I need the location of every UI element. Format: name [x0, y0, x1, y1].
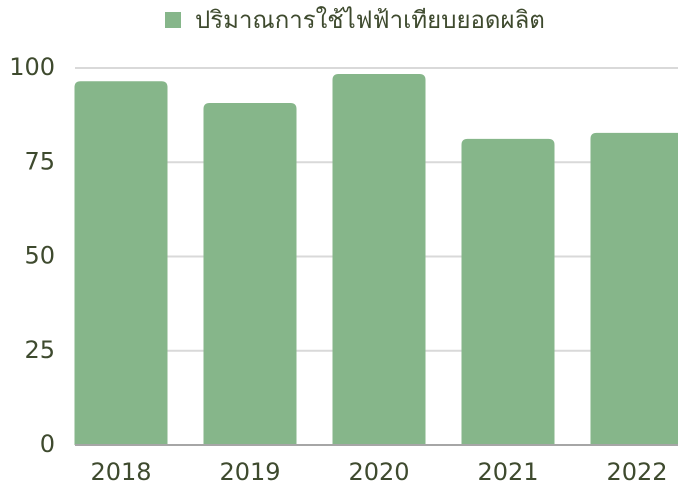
y-tick-label: 25: [24, 336, 55, 364]
legend-label: ปริมาณการใช้ไฟฟ้าเทียบยอดผลิต: [195, 6, 545, 34]
y-tick-label: 50: [24, 242, 55, 270]
x-tick-label: 2021: [477, 458, 538, 486]
x-tick-label: 2018: [90, 458, 151, 486]
bar: [461, 138, 555, 445]
x-tick-label: 2020: [348, 458, 409, 486]
x-tick-label: 2022: [606, 458, 667, 486]
bar: [332, 74, 426, 446]
y-tick-label: 75: [24, 147, 55, 175]
y-tick-label: 0: [40, 430, 55, 458]
bar: [590, 132, 678, 445]
y-tick-label: 100: [9, 53, 55, 81]
bar: [203, 103, 297, 445]
bar: [74, 81, 168, 445]
legend-swatch: [165, 12, 181, 28]
x-tick-label: 2019: [219, 458, 280, 486]
